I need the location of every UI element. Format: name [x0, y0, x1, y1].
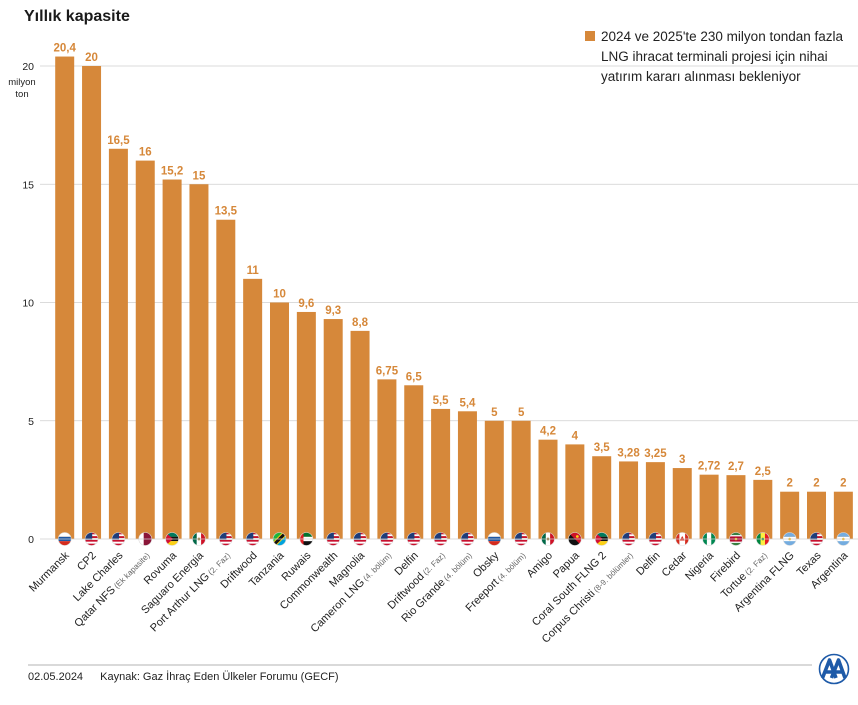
bar-value-label: 20 — [85, 52, 98, 64]
footer-date: 02.05.2024 — [28, 671, 84, 683]
bar — [726, 475, 746, 539]
bar — [296, 311, 316, 539]
bar-value-label: 2,5 — [755, 466, 772, 478]
bar-value-label: 15 — [193, 170, 206, 182]
bar-value-label: 6,75 — [376, 365, 399, 377]
footer-source: Kaynak: Gaz İhraç Eden Ülkeler Forumu (G… — [100, 671, 339, 683]
bar — [377, 379, 397, 539]
bar-value-label: 3 — [679, 454, 685, 466]
bar — [189, 184, 209, 539]
x-tick-label: Amigo — [525, 550, 556, 581]
bar — [699, 474, 719, 539]
bar-value-label: 5 — [518, 407, 525, 419]
bar-value-label: 2 — [813, 478, 819, 490]
legend-text: 2024 ve 2025'te 230 milyon tondan fazla … — [601, 29, 844, 84]
bar-value-label: 5 — [491, 407, 498, 419]
bar-value-label: 9,3 — [325, 305, 341, 317]
legend-swatch — [585, 31, 595, 41]
bar-value-label: 11 — [247, 265, 260, 277]
bar — [243, 278, 263, 539]
bar-value-label: 2,72 — [698, 461, 720, 473]
bar — [323, 319, 343, 539]
bar-value-label: 3,5 — [594, 442, 611, 454]
bar-value-label: 2 — [786, 478, 792, 490]
y-tick-label: 20 — [22, 61, 34, 73]
bar-value-label: 16 — [139, 147, 152, 159]
bar — [807, 491, 826, 539]
y-unit-label: milyon — [8, 77, 35, 88]
footer: 02.05.2024 Kaynak: Gaz İhraç Eden Ülkele… — [28, 671, 339, 683]
bar — [484, 420, 504, 539]
bar — [82, 66, 102, 539]
x-tick-label: Delfin — [634, 550, 662, 578]
bar-value-label: 15,2 — [161, 166, 183, 178]
legend: 2024 ve 2025'te 230 milyon tondan fazla … — [585, 27, 847, 87]
bar-value-label: 3,28 — [617, 447, 640, 459]
bar-value-label: 16,5 — [107, 135, 130, 147]
bar — [511, 420, 531, 539]
bar-value-label: 5,4 — [459, 397, 476, 409]
bar — [350, 330, 370, 539]
bar — [431, 408, 451, 539]
bar — [780, 491, 800, 539]
bar — [135, 160, 155, 539]
bar — [672, 468, 692, 539]
bar — [538, 439, 558, 539]
y-tick-label: 15 — [22, 179, 34, 191]
bar — [270, 302, 289, 539]
bar-value-label: 10 — [273, 289, 286, 301]
bar-value-label: 4 — [572, 430, 579, 442]
bar — [833, 491, 853, 539]
x-tick-label: Murmansk — [27, 549, 72, 594]
bar-value-label: 3,25 — [644, 448, 667, 460]
y-unit-label: ton — [15, 89, 28, 100]
bar — [162, 179, 182, 539]
x-tick-label: CP2 — [75, 550, 99, 574]
bar — [216, 219, 236, 539]
bar — [565, 444, 585, 539]
aa-logo-icon — [818, 653, 850, 685]
bar-value-label: 13,5 — [215, 206, 238, 218]
chart-title: Yıllık kapasite — [24, 8, 130, 25]
bar — [753, 479, 773, 539]
bar — [592, 456, 612, 539]
bar-value-label: 5,5 — [433, 395, 450, 407]
bar-value-label: 4,2 — [540, 426, 556, 438]
bar — [645, 462, 665, 539]
bar-value-label: 8,8 — [352, 317, 369, 329]
bar-value-label: 9,6 — [298, 298, 314, 310]
bar-value-label: 20,4 — [54, 43, 77, 55]
bar — [404, 385, 424, 539]
bar-value-label: 6,5 — [406, 371, 423, 383]
bar-value-label: 2 — [840, 478, 846, 490]
y-tick-label: 10 — [22, 298, 34, 310]
y-tick-label: 0 — [28, 534, 34, 546]
bar — [457, 411, 477, 539]
bar — [619, 461, 639, 539]
bar — [108, 148, 128, 539]
bar-value-label: 2,7 — [728, 461, 744, 473]
bar — [55, 56, 75, 539]
y-tick-label: 5 — [28, 416, 34, 428]
